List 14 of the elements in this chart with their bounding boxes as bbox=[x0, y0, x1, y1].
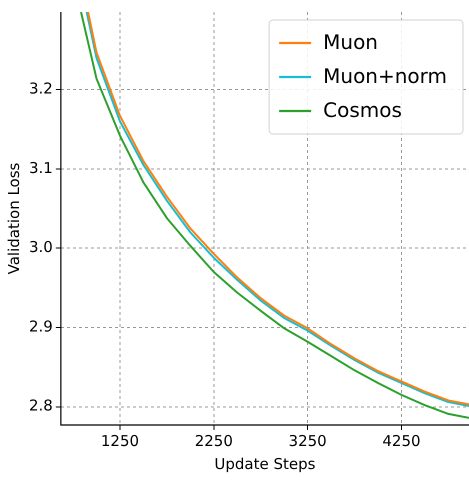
y-tick-label: 3.2 bbox=[28, 80, 53, 98]
legend-label: Muon bbox=[323, 30, 378, 54]
x-tick-label: 2250 bbox=[194, 432, 233, 450]
x-tick-label: 1250 bbox=[100, 432, 140, 450]
y-tick-label: 3.0 bbox=[28, 238, 53, 256]
y-tick-label: 2.8 bbox=[28, 396, 53, 415]
legend-label: Muon+norm bbox=[323, 64, 448, 88]
y-tick-label: 2.9 bbox=[28, 317, 53, 336]
y-axis-title: Validation Loss bbox=[4, 162, 23, 274]
y-tick-label: 3.1 bbox=[28, 158, 53, 177]
x-tick-label: 4250 bbox=[382, 432, 421, 450]
legend-label: Cosmos bbox=[323, 98, 402, 122]
x-axis-title: Update Steps bbox=[214, 454, 316, 473]
x-tick-label: 3250 bbox=[288, 432, 327, 450]
